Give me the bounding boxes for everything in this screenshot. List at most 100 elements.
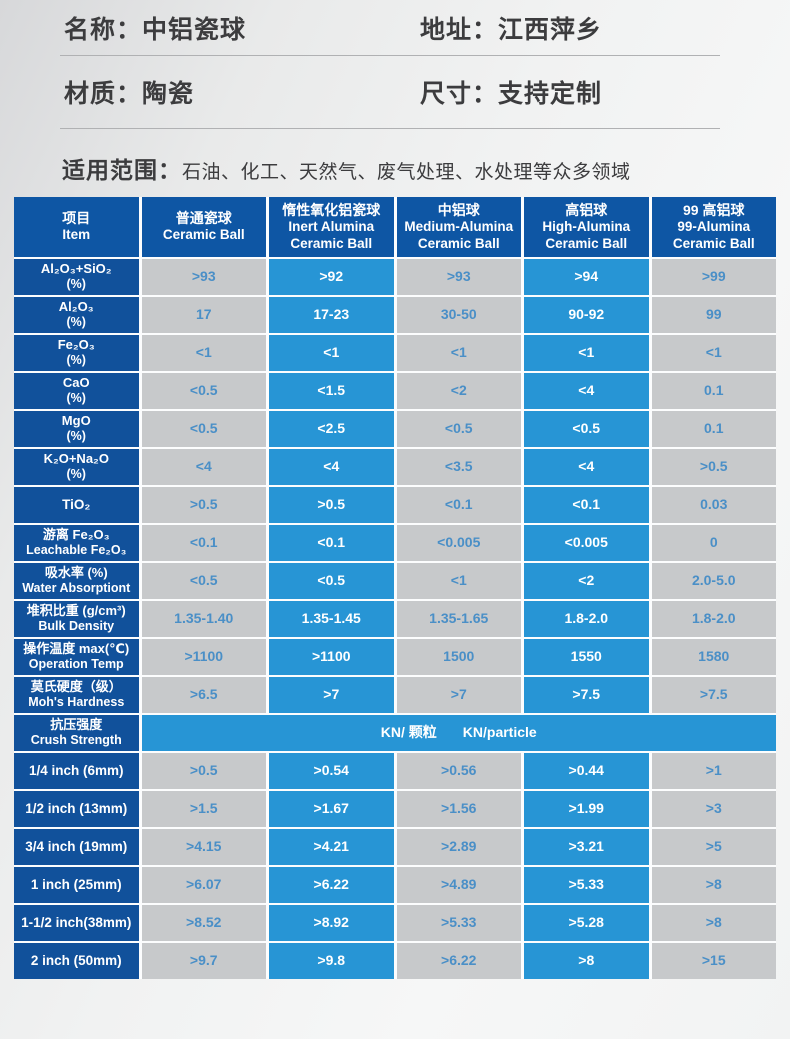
- info-row-2: 材质：陶瓷 尺寸：支持定制: [0, 56, 790, 128]
- value-cell: >15: [651, 943, 776, 979]
- value-cell: <2.5: [269, 411, 394, 447]
- value-cell: >6.22: [396, 943, 521, 979]
- header-line: Medium-Alumina: [404, 219, 514, 235]
- row-label-line: 吸水率 (%): [44, 565, 108, 581]
- row-label-line: Water Absorptiont: [22, 581, 131, 596]
- row-label-cell: 抗压强度 Crush Strength: [14, 715, 139, 751]
- header-cell-col-2: 惰性氧化铝瓷球 Inert Alumina Ceramic Ball: [269, 197, 394, 257]
- value-cell: >7: [269, 677, 394, 713]
- value-cell: 30-50: [396, 297, 521, 333]
- row-label-line: Crush Strength: [30, 733, 122, 748]
- unit-zh: KN/ 颗粒: [380, 724, 437, 741]
- value-cell: >0.5: [141, 753, 266, 789]
- value-cell: <0.5: [141, 563, 266, 599]
- product-name-value: 中铝瓷球: [142, 15, 247, 44]
- value-cell: >0.44: [524, 753, 649, 789]
- product-name-field: 名称：中铝瓷球: [64, 10, 420, 46]
- row-label-cell: 1/2 inch (13mm): [14, 791, 139, 827]
- row-label-cell: 1-1/2 inch(38mm): [14, 905, 139, 941]
- row-label-line: Bulk Density: [38, 619, 115, 634]
- value-cell: >0.54: [269, 753, 394, 789]
- value-cell: <0.005: [524, 525, 649, 561]
- size-value: 支持定制: [498, 80, 603, 108]
- value-cell: <3.5: [396, 449, 521, 485]
- value-cell: 1.35-1.40: [141, 601, 266, 637]
- value-cell: >8: [651, 867, 776, 903]
- row-label-line: 3/4 inch (19mm): [25, 838, 128, 854]
- row-label-line: Operation Temp: [28, 657, 124, 672]
- value-cell: 0.1: [651, 411, 776, 447]
- header-line: Inert Alumina: [288, 219, 375, 235]
- value-cell: >93: [396, 259, 521, 295]
- value-cell: >93: [141, 259, 266, 295]
- value-cell: <1: [269, 335, 394, 371]
- value-cell: >0.5: [651, 449, 776, 485]
- value-cell: >7: [396, 677, 521, 713]
- product-name-label: 名称：: [64, 15, 143, 44]
- value-cell: >6.07: [141, 867, 266, 903]
- header-line: Item: [62, 227, 91, 243]
- header-line: Ceramic Ball: [417, 235, 500, 251]
- crush-strength-unit-cell: KN/ 颗粒 KN/particle: [141, 715, 776, 751]
- header-cell-col-1: 普通瓷球 Ceramic Ball: [141, 197, 266, 257]
- spec-table: 项目 Item 普通瓷球 Ceramic Ball 惰性氧化铝瓷球 Inert Alumi…: [14, 197, 776, 979]
- row-label-line: 1/4 inch (6mm): [28, 762, 124, 778]
- header-line: 中铝球: [437, 201, 480, 218]
- value-cell: >8: [651, 905, 776, 941]
- value-cell: >0.56: [396, 753, 521, 789]
- row-label-line: (%): [66, 277, 86, 292]
- header-cell-col-3: 中铝球 Medium-Alumina Ceramic Ball: [396, 197, 521, 257]
- value-cell: <0.1: [269, 525, 394, 561]
- row-label-line: 堆积比重 (g/cm³): [26, 603, 126, 619]
- value-cell: >6.5: [141, 677, 266, 713]
- value-cell: 1500: [396, 639, 521, 675]
- value-cell: >92: [269, 259, 394, 295]
- value-cell: >1.67: [269, 791, 394, 827]
- row-label-line: (%): [66, 315, 86, 330]
- value-cell: <0.5: [396, 411, 521, 447]
- header-line: 99-Alumina: [677, 219, 751, 235]
- size-label: 尺寸：: [420, 80, 499, 108]
- row-label-cell: 1 inch (25mm): [14, 867, 139, 903]
- row-label-cell: MgO (%): [14, 411, 139, 447]
- value-cell: >1100: [269, 639, 394, 675]
- value-cell: <2: [524, 563, 649, 599]
- material-label: 材质：: [64, 80, 143, 108]
- row-label-line: Fe₂O₃: [57, 337, 95, 353]
- value-cell: <1.5: [269, 373, 394, 409]
- header-line: High-Alumina: [542, 219, 631, 235]
- row-label-cell: 游离 Fe₂O₃ Leachable Fe₂O₃: [14, 525, 139, 561]
- value-cell: <0.005: [396, 525, 521, 561]
- value-cell: 99: [651, 297, 776, 333]
- value-cell: >1.99: [524, 791, 649, 827]
- value-cell: 2.0-5.0: [651, 563, 776, 599]
- material-field: 材质：陶瓷: [64, 74, 420, 110]
- address-value: 江西萍乡: [498, 15, 603, 44]
- value-cell: <0.5: [524, 411, 649, 447]
- row-label-line: Al₂O₃+SiO₂: [40, 261, 112, 277]
- row-label-line: 1-1/2 inch(38mm): [21, 914, 132, 930]
- value-cell: >5.28: [524, 905, 649, 941]
- header-cell-col-4: 高铝球 High-Alumina Ceramic Ball: [524, 197, 649, 257]
- value-cell: 1550: [524, 639, 649, 675]
- spec-table-section: 项目 Item 普通瓷球 Ceramic Ball 惰性氧化铝瓷球 Inert Alumi…: [14, 197, 776, 979]
- value-cell: 1.8-2.0: [524, 601, 649, 637]
- row-label-cell: Al₂O₃ (%): [14, 297, 139, 333]
- value-cell: <1: [524, 335, 649, 371]
- row-label-cell: K₂O+Na₂O (%): [14, 449, 139, 485]
- row-label-line: 1/2 inch (13mm): [25, 800, 128, 816]
- header-line: Ceramic Ball: [162, 227, 245, 243]
- value-cell: <0.1: [141, 525, 266, 561]
- row-label-line: 抗压强度: [50, 717, 103, 733]
- row-label-cell: 莫氏硬度（级） Moh's Hardness: [14, 677, 139, 713]
- row-label-cell: Al₂O₃+SiO₂ (%): [14, 259, 139, 295]
- header-line: 惰性氧化铝瓷球: [282, 201, 381, 218]
- row-label-line: K₂O+Na₂O: [43, 451, 109, 467]
- value-cell: <4: [141, 449, 266, 485]
- row-label-line: Moh's Hardness: [28, 695, 125, 710]
- value-cell: >4.21: [269, 829, 394, 865]
- value-cell: 0.1: [651, 373, 776, 409]
- row-label-cell: 3/4 inch (19mm): [14, 829, 139, 865]
- application-scope-label: 适用范围：: [62, 157, 182, 183]
- row-label-line: TiO₂: [62, 496, 91, 512]
